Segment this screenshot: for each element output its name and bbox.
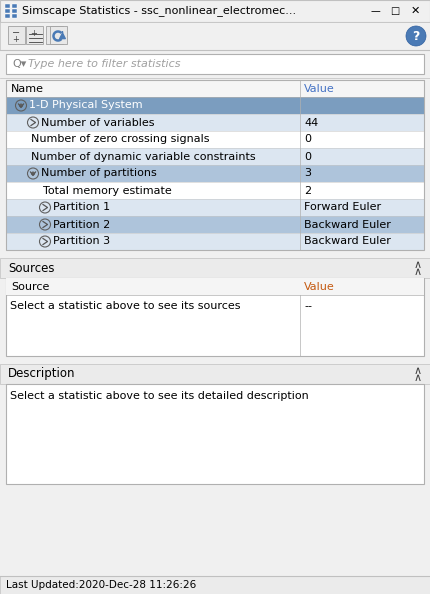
Bar: [0, 258, 430, 278]
Bar: [6, 148, 424, 165]
Text: ✕: ✕: [410, 6, 420, 16]
Text: Backward Euler: Backward Euler: [304, 220, 391, 229]
Text: Select a statistic above to see its sources: Select a statistic above to see its sour…: [10, 301, 240, 311]
Text: Value: Value: [304, 282, 335, 292]
Text: ∧: ∧: [414, 260, 422, 270]
Bar: [6, 384, 424, 484]
Bar: [46, 27, 47, 43]
Bar: [6, 182, 424, 199]
Text: Select a statistic above to see its detailed description: Select a statistic above to see its deta…: [10, 391, 309, 401]
Text: 44: 44: [304, 118, 318, 128]
Text: +: +: [31, 29, 37, 37]
Text: Q▾: Q▾: [12, 59, 26, 69]
Text: Sources: Sources: [8, 261, 55, 274]
Bar: [6, 80, 424, 250]
Text: Forward Euler: Forward Euler: [304, 203, 381, 213]
Bar: [8, 26, 25, 44]
Bar: [0, 364, 430, 384]
Text: Partition 2: Partition 2: [53, 220, 110, 229]
Bar: [26, 26, 43, 44]
Bar: [46, 26, 63, 44]
Text: —: —: [370, 6, 380, 16]
Text: Partition 1: Partition 1: [53, 203, 110, 213]
Text: Description: Description: [8, 368, 76, 381]
Bar: [50, 26, 67, 44]
Text: Backward Euler: Backward Euler: [304, 236, 391, 247]
Bar: [0, 22, 430, 50]
Text: ∧: ∧: [414, 267, 422, 277]
Bar: [6, 80, 424, 97]
Text: Source: Source: [11, 282, 49, 292]
Text: Total memory estimate: Total memory estimate: [43, 185, 172, 195]
Bar: [12, 14, 17, 18]
Text: 0: 0: [304, 134, 311, 144]
Text: 0: 0: [304, 151, 311, 162]
Bar: [6, 131, 424, 148]
Text: □: □: [390, 6, 399, 16]
Text: Type here to filter statistics: Type here to filter statistics: [28, 59, 181, 69]
Bar: [6, 216, 424, 233]
Bar: [6, 233, 424, 250]
Bar: [12, 4, 17, 8]
Text: Number of variables: Number of variables: [41, 118, 154, 128]
Text: Number of partitions: Number of partitions: [41, 169, 157, 179]
Bar: [6, 165, 424, 182]
Text: 3: 3: [304, 169, 311, 179]
Bar: [5, 9, 10, 13]
Text: Number of zero crossing signals: Number of zero crossing signals: [31, 134, 209, 144]
Text: +: +: [12, 36, 19, 45]
Bar: [6, 114, 424, 131]
Bar: [5, 4, 10, 8]
Text: Name: Name: [11, 84, 44, 93]
Text: Number of dynamic variable constraints: Number of dynamic variable constraints: [31, 151, 255, 162]
Bar: [12, 9, 17, 13]
Text: ∧: ∧: [414, 366, 422, 376]
Circle shape: [19, 103, 23, 108]
Text: ?: ?: [412, 30, 420, 43]
Text: ∧: ∧: [414, 373, 422, 383]
Bar: [6, 278, 424, 295]
Circle shape: [31, 172, 35, 175]
Bar: [6, 278, 424, 356]
Bar: [6, 54, 424, 74]
Bar: [6, 199, 424, 216]
Text: Simscape Statistics - ssc_nonlinear_electromec...: Simscape Statistics - ssc_nonlinear_elec…: [22, 5, 296, 17]
Bar: [5, 14, 10, 18]
Text: Value: Value: [304, 84, 335, 93]
Text: −: −: [12, 28, 20, 38]
Bar: [0, 576, 430, 594]
Text: Last Updated:2020-Dec-28 11:26:26: Last Updated:2020-Dec-28 11:26:26: [6, 580, 196, 590]
Bar: [6, 97, 424, 114]
Text: --: --: [304, 301, 312, 311]
Text: Partition 3: Partition 3: [53, 236, 110, 247]
Text: 2: 2: [304, 185, 311, 195]
Circle shape: [406, 26, 426, 46]
Bar: [0, 0, 430, 22]
Text: 1-D Physical System: 1-D Physical System: [29, 100, 143, 110]
